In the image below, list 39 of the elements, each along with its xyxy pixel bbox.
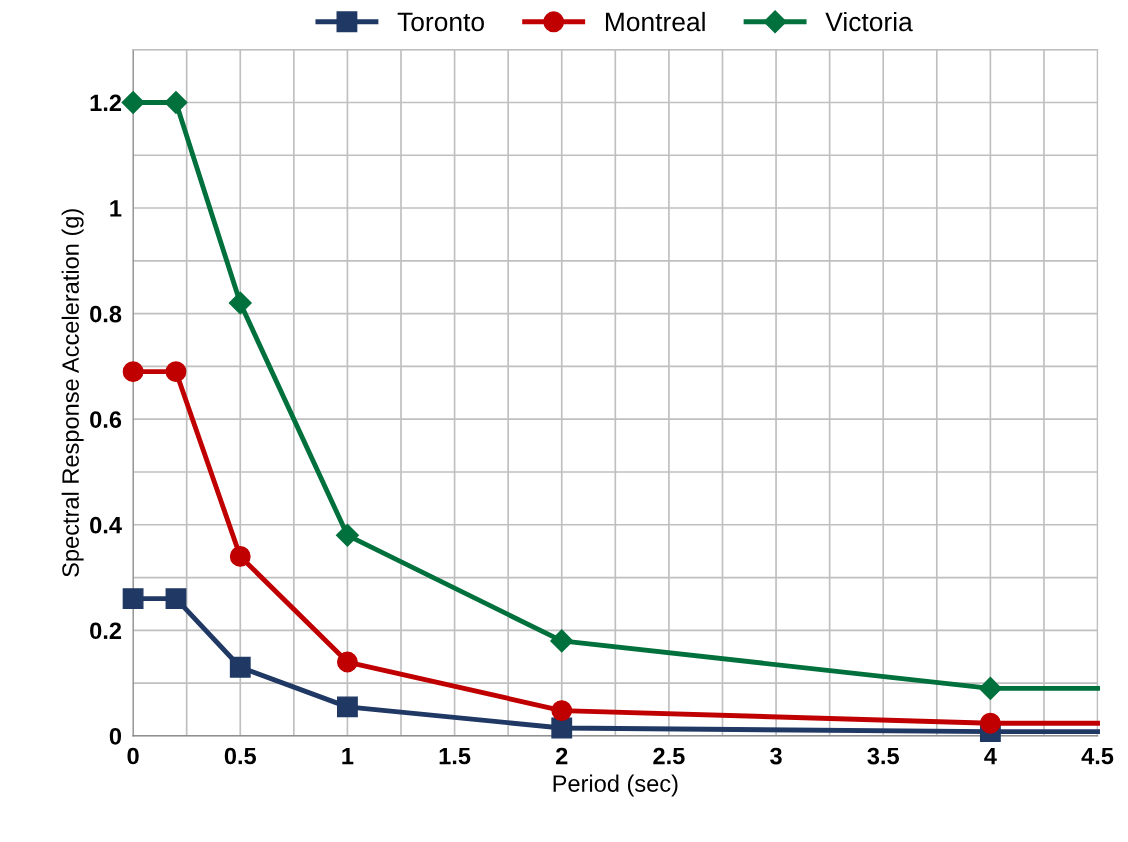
x-tick-label: 4 <box>984 747 997 765</box>
x-tick-label: 1.5 <box>439 747 471 765</box>
y-tick-label: 0.6 <box>90 411 122 428</box>
y-tick-label: 0.8 <box>90 305 122 323</box>
point <box>228 291 252 315</box>
point <box>551 700 573 721</box>
legend-label: Toronto <box>397 12 484 32</box>
x-tick-label: 3 <box>770 747 782 765</box>
point <box>165 588 187 610</box>
point <box>337 651 358 673</box>
point <box>229 546 251 567</box>
point <box>164 90 188 114</box>
x-tick-label: 4.5 <box>1081 747 1114 765</box>
x-tick-label: 2.5 <box>653 747 685 765</box>
point <box>551 717 573 739</box>
point <box>550 629 574 653</box>
x-tick-label: 1 <box>342 747 354 765</box>
point <box>165 361 187 383</box>
point <box>229 656 251 678</box>
x-tick-label: 2 <box>556 747 568 765</box>
x-tick-label: 0 <box>127 747 139 765</box>
x-tick-label: 0.5 <box>224 747 257 765</box>
legend-label: Montreal <box>605 11 705 32</box>
y-axis-title: Spectral Response Acceleration (g) <box>61 209 84 577</box>
y-tick-label: 1 <box>110 200 122 217</box>
point <box>122 361 144 383</box>
point <box>121 90 145 114</box>
y-tick-label: 0 <box>109 727 122 745</box>
point <box>979 712 1001 734</box>
legend-label: Victoria <box>825 11 913 32</box>
x-axis-title: Period (sec) <box>553 774 678 797</box>
y-tick-label: 0.2 <box>90 622 122 640</box>
x-tick-label: 3.5 <box>867 747 899 765</box>
point <box>122 588 144 610</box>
point <box>978 676 1002 700</box>
y-tick-label: 0.4 <box>90 516 122 534</box>
y-tick-label: 1.2 <box>90 94 122 112</box>
point <box>335 523 359 547</box>
point <box>337 696 358 718</box>
